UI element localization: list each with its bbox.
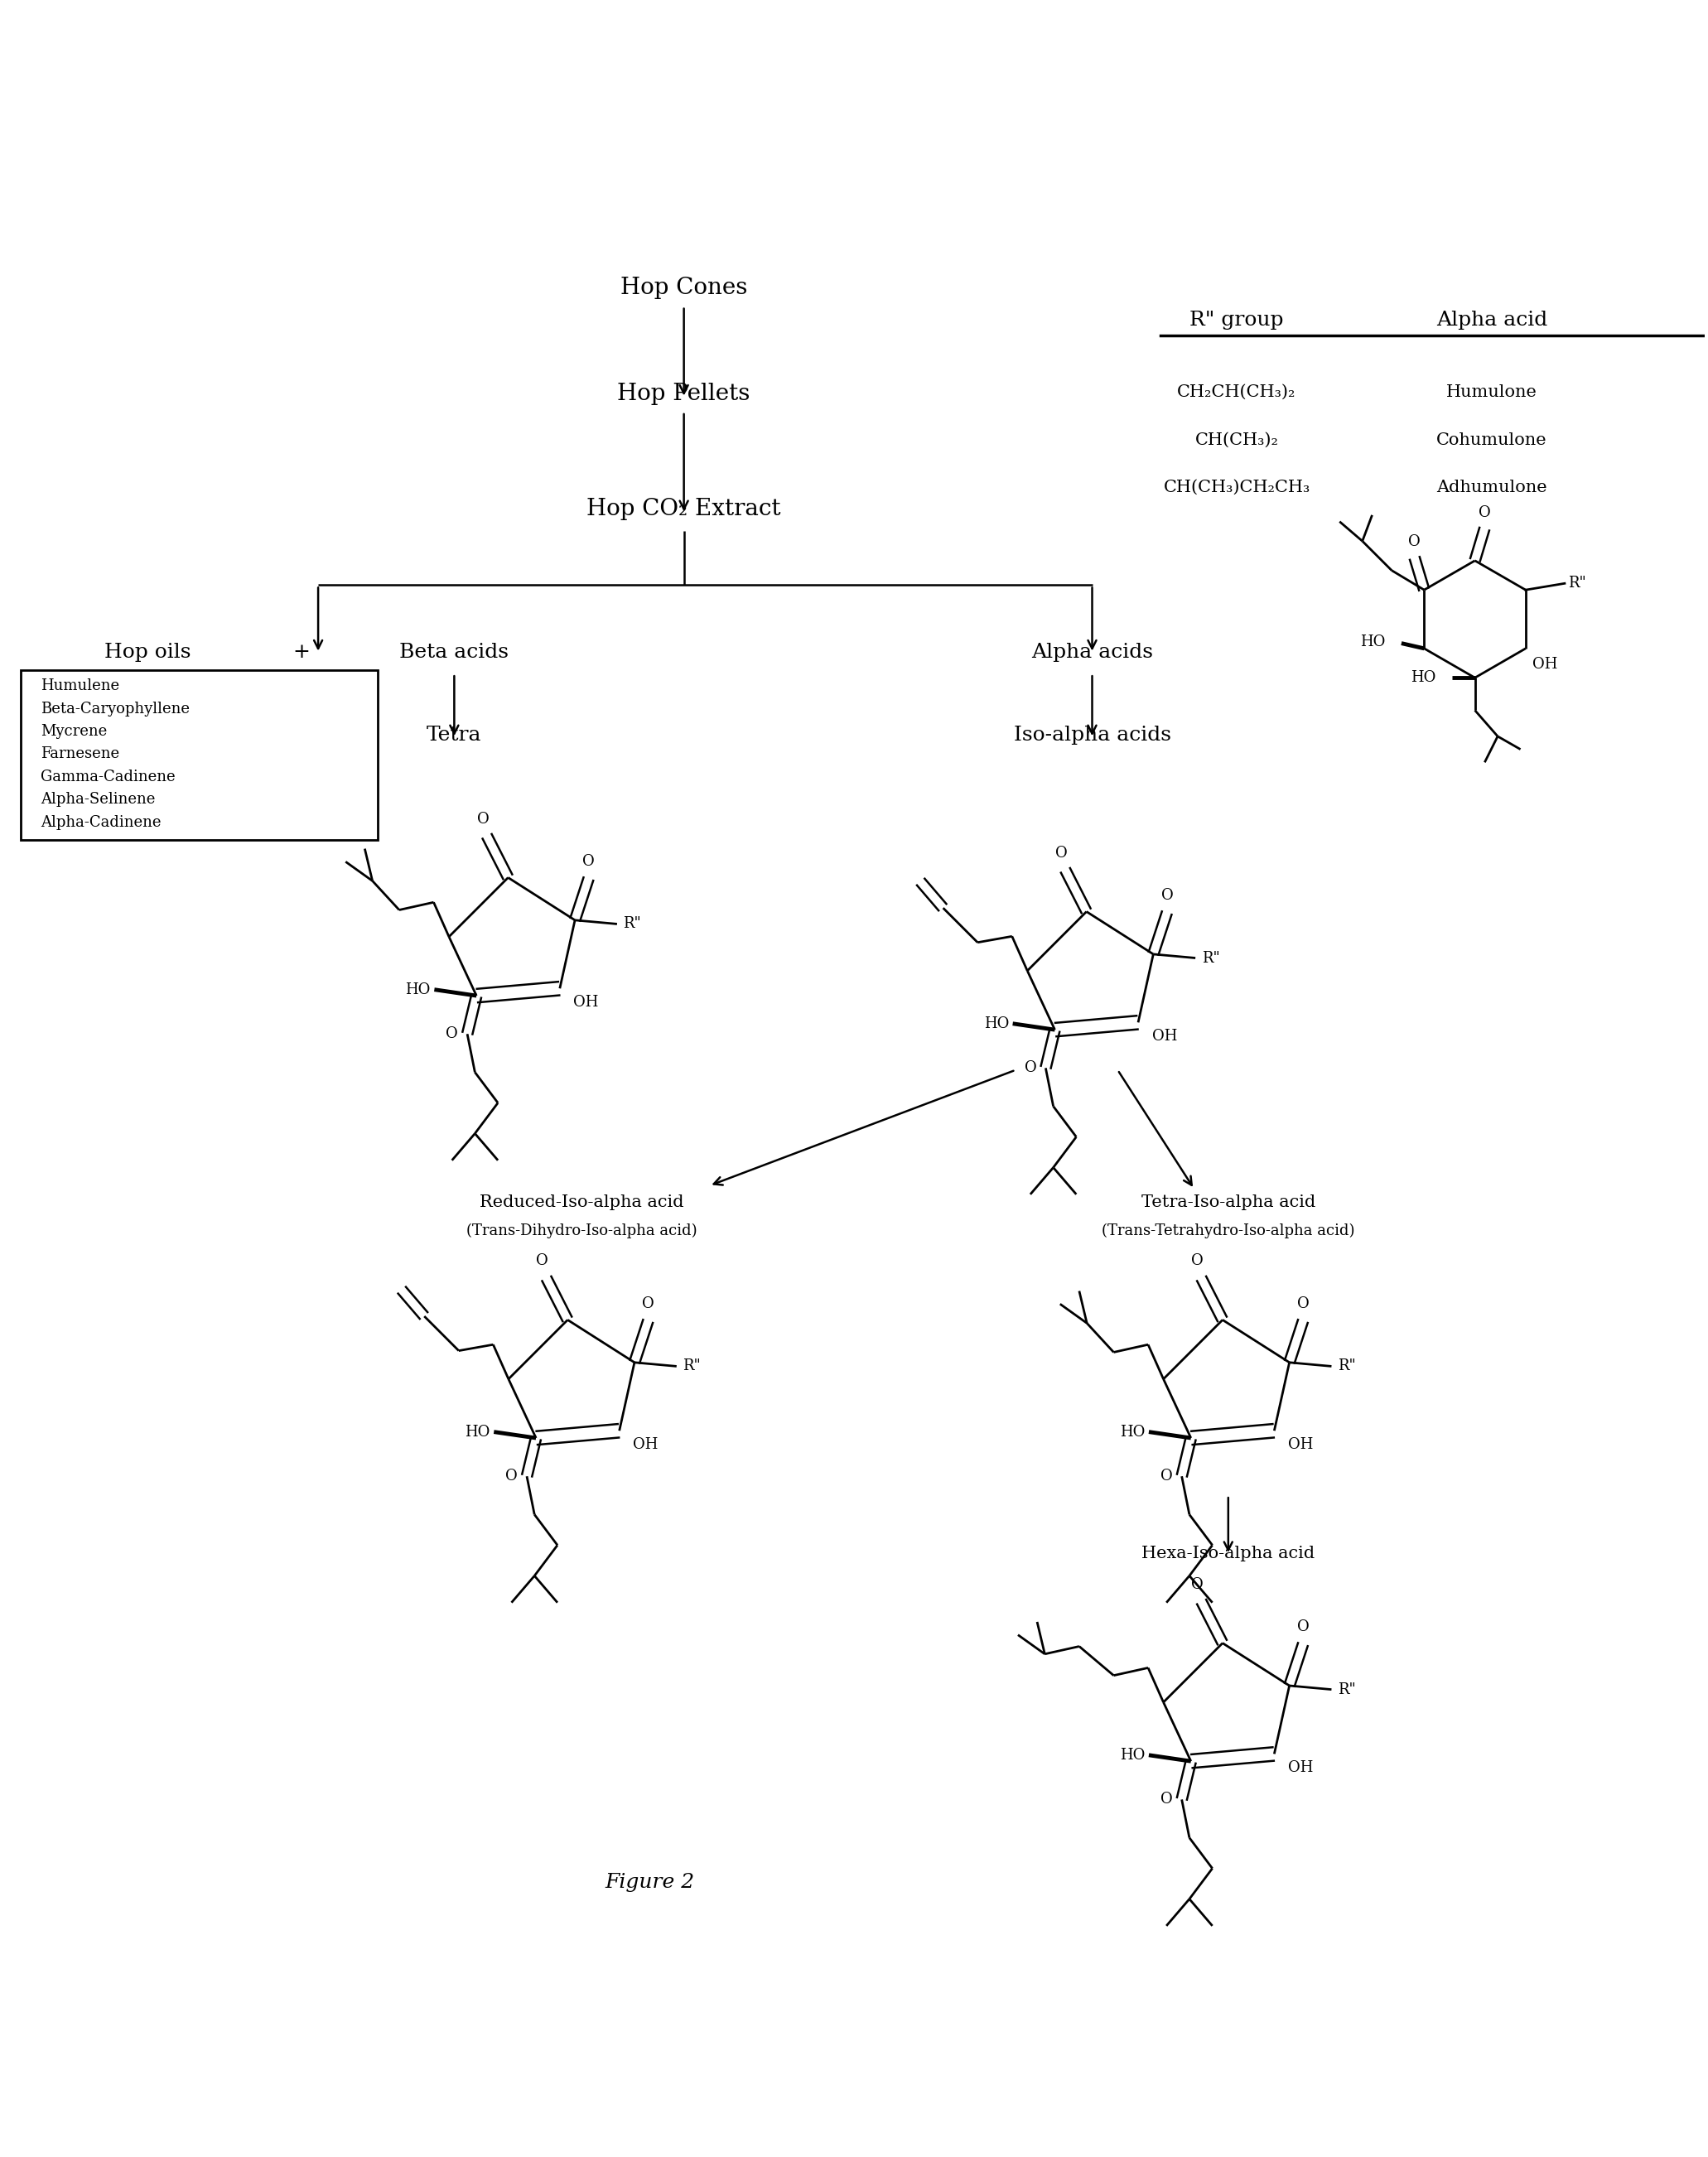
Text: CH₂CH(CH₃)₂: CH₂CH(CH₃)₂ <box>1177 384 1296 401</box>
Text: Humulone: Humulone <box>1447 384 1537 401</box>
Text: Hop CO₂ Extract: Hop CO₂ Extract <box>588 498 781 520</box>
Text: O: O <box>1409 535 1421 550</box>
Text: R": R" <box>1337 1682 1356 1698</box>
Text: HO: HO <box>405 981 430 997</box>
Text: OH: OH <box>634 1437 658 1452</box>
Text: Gamma-Cadinene: Gamma-Cadinene <box>41 770 176 785</box>
Text: Alpha acids: Alpha acids <box>1032 643 1153 662</box>
Text: R": R" <box>1568 576 1587 591</box>
Text: R" group: R" group <box>1190 311 1284 330</box>
Text: Alpha acid: Alpha acid <box>1436 311 1547 330</box>
Text: O: O <box>582 854 594 869</box>
Text: Beta acids: Beta acids <box>400 643 509 662</box>
Text: CH(CH₃)CH₂CH₃: CH(CH₃)CH₂CH₃ <box>1163 479 1310 496</box>
Text: O: O <box>1479 505 1491 520</box>
Text: O: O <box>506 1469 518 1484</box>
Text: Tetra-Iso-alpha acid: Tetra-Iso-alpha acid <box>1141 1195 1315 1210</box>
Text: Tetra: Tetra <box>427 727 482 744</box>
Text: HO: HO <box>1120 1747 1144 1762</box>
Text: Hexa-Iso-alpha acid: Hexa-Iso-alpha acid <box>1141 1547 1315 1562</box>
Text: Iso-alpha acids: Iso-alpha acids <box>1013 727 1172 744</box>
Text: O: O <box>1161 889 1173 904</box>
Bar <box>20 671 377 841</box>
Text: OH: OH <box>1151 1029 1177 1044</box>
Text: O: O <box>1296 1296 1310 1311</box>
Text: Humulene: Humulene <box>41 679 120 695</box>
Text: O: O <box>1056 846 1068 861</box>
Text: Cohumulone: Cohumulone <box>1436 431 1547 449</box>
Text: Farnesene: Farnesene <box>41 746 120 761</box>
Text: Alpha-Selinene: Alpha-Selinene <box>41 792 155 807</box>
Text: HO: HO <box>1360 634 1385 649</box>
Text: OH: OH <box>1288 1760 1313 1775</box>
Text: O: O <box>1025 1061 1037 1076</box>
Text: O: O <box>1190 1577 1204 1592</box>
Text: Figure 2: Figure 2 <box>605 1872 695 1892</box>
Text: Reduced-Iso-alpha acid: Reduced-Iso-alpha acid <box>480 1195 683 1210</box>
Text: R": R" <box>1201 951 1220 966</box>
Text: O: O <box>1160 1469 1172 1484</box>
Text: CH(CH₃)₂: CH(CH₃)₂ <box>1196 431 1279 449</box>
Text: (Trans-Tetrahydro-Iso-alpha acid): (Trans-Tetrahydro-Iso-alpha acid) <box>1102 1223 1354 1238</box>
Text: O: O <box>477 811 488 826</box>
Text: Hop Cones: Hop Cones <box>620 276 748 300</box>
Text: Mycrene: Mycrene <box>41 725 108 740</box>
Text: Alpha-Cadinene: Alpha-Cadinene <box>41 815 161 830</box>
Text: Beta-Caryophyllene: Beta-Caryophyllene <box>41 701 190 716</box>
Text: R": R" <box>683 1359 700 1374</box>
Text: +: + <box>292 643 309 662</box>
Text: OH: OH <box>1288 1437 1313 1452</box>
Text: R": R" <box>623 917 640 932</box>
Text: HO: HO <box>1120 1424 1144 1439</box>
Text: O: O <box>446 1027 458 1042</box>
Text: O: O <box>642 1296 654 1311</box>
Text: Adhumulone: Adhumulone <box>1436 479 1547 496</box>
Text: O: O <box>1160 1792 1172 1808</box>
Text: HO: HO <box>1411 671 1436 686</box>
Text: Hop oils: Hop oils <box>104 643 191 662</box>
Text: O: O <box>1190 1253 1204 1268</box>
Text: O: O <box>536 1253 548 1268</box>
Text: (Trans-Dihydro-Iso-alpha acid): (Trans-Dihydro-Iso-alpha acid) <box>466 1223 697 1238</box>
Text: Hop Pellets: Hop Pellets <box>618 382 750 406</box>
Text: HO: HO <box>984 1016 1009 1031</box>
Text: OH: OH <box>1532 658 1558 673</box>
Text: OH: OH <box>574 994 600 1009</box>
Text: HO: HO <box>465 1424 490 1439</box>
Text: O: O <box>1296 1620 1310 1635</box>
Text: R": R" <box>1337 1359 1356 1374</box>
